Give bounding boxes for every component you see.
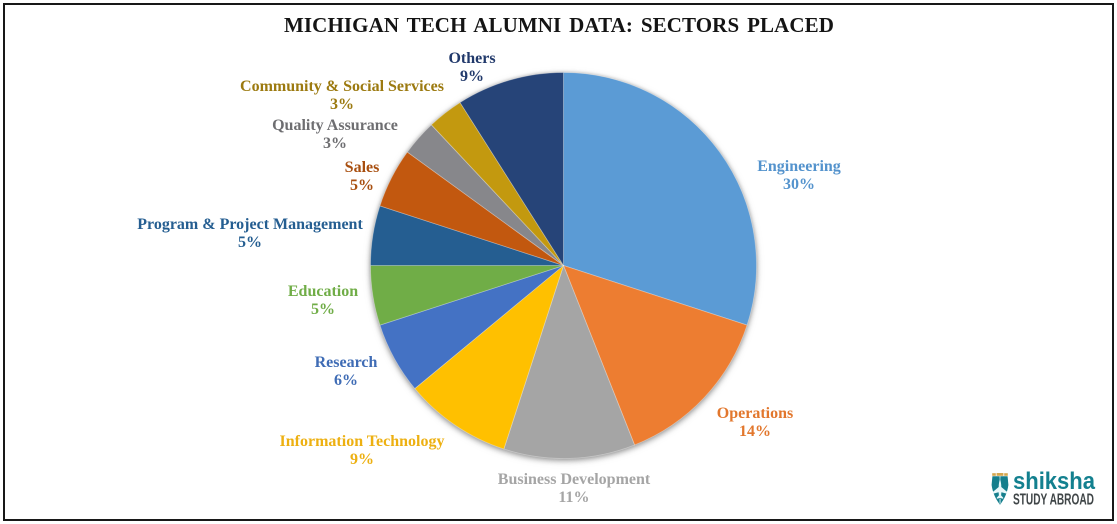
svg-text:STUDY ABROAD: STUDY ABROAD	[1013, 492, 1094, 509]
svg-text:shiksha: shiksha	[1013, 468, 1096, 495]
